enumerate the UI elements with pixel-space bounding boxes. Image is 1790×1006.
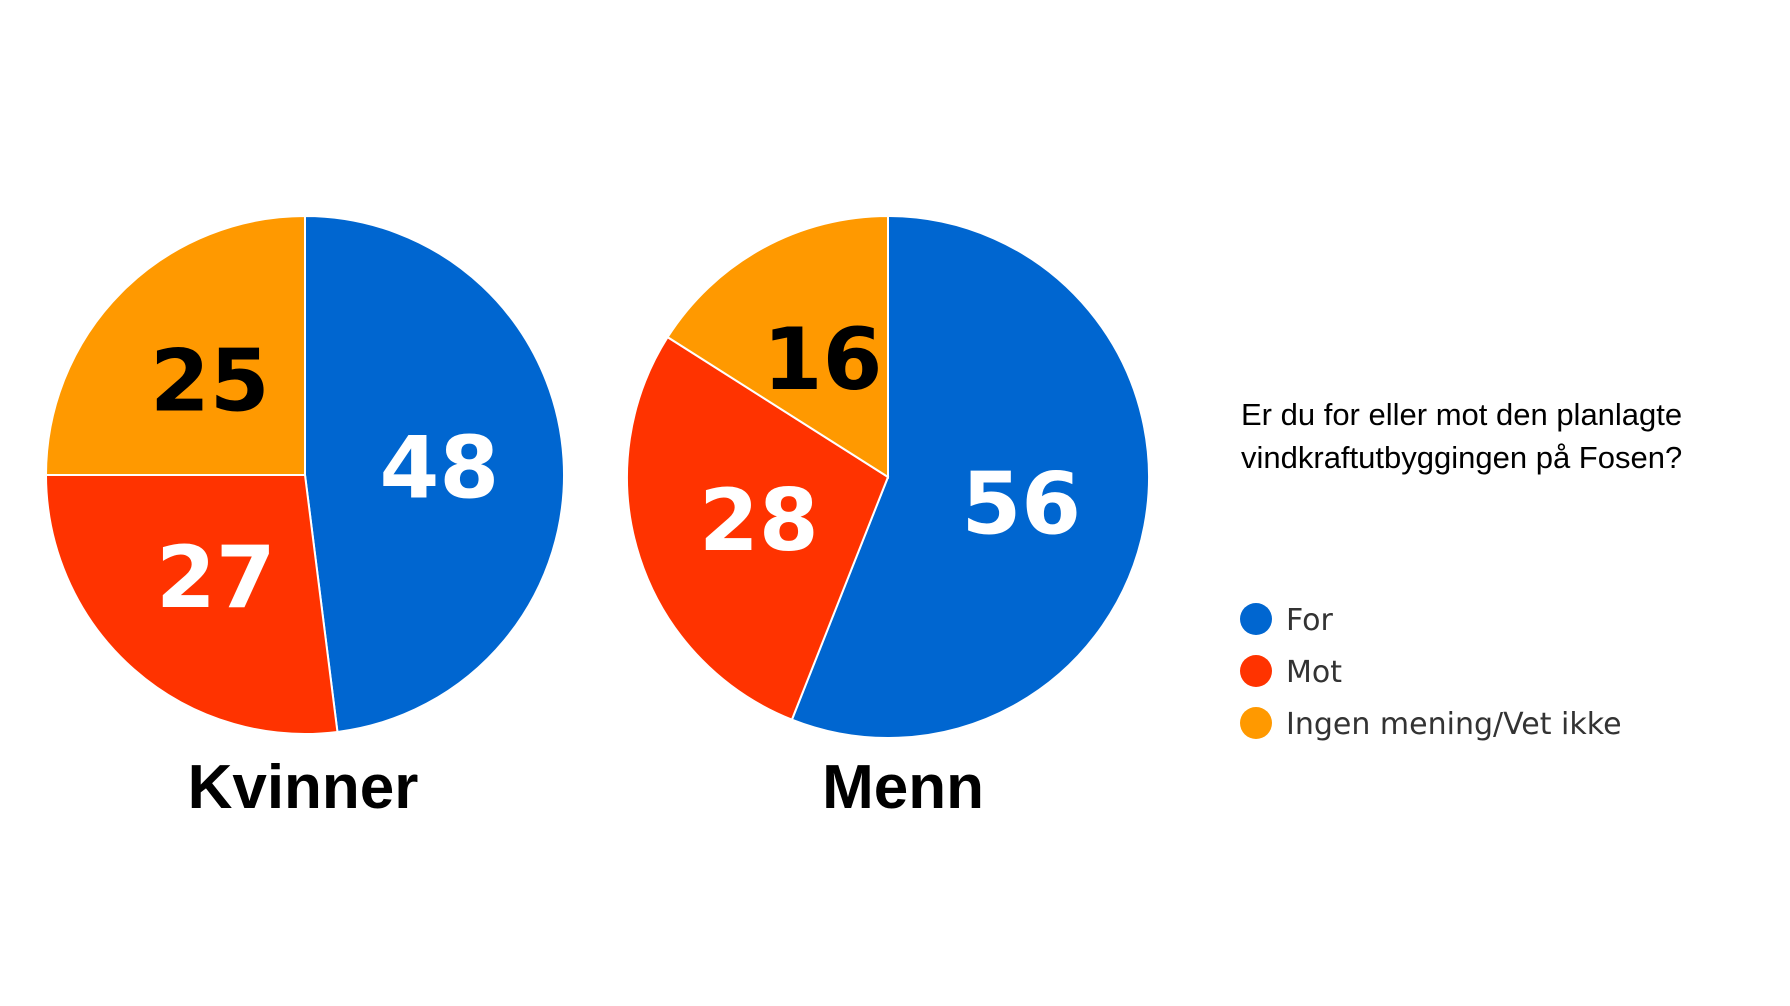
slice-label-kvinner-for: 48 [380, 419, 500, 519]
slice-label-menn-ingen-mening: 16 [763, 310, 883, 410]
slice-label-kvinner-mot: 27 [156, 528, 276, 628]
pie-title-kvinner: Kvinner [188, 753, 419, 822]
slice-menn-mot [626, 335, 890, 721]
legend-label-ingen-mening: Ingen mening/Vet ikke [1286, 707, 1622, 742]
slice-menn-ingen-mening [666, 214, 889, 479]
legend-swatch-for [1240, 603, 1272, 635]
legend-swatch-ingen-mening [1240, 707, 1272, 739]
slice-kvinner-ingen-mening [44, 214, 306, 476]
legend-swatch-mot [1240, 655, 1272, 687]
slice-label-menn-for: 56 [961, 454, 1081, 554]
legend-label-for: For [1286, 603, 1334, 638]
slice-label-kvinner-ingen-mening: 25 [150, 332, 270, 432]
question-line-1: Er du for eller mot den planlagte [1241, 397, 1682, 432]
slice-menn-for [790, 214, 1150, 739]
slice-label-menn-mot: 28 [699, 471, 819, 571]
slice-kvinner-mot [44, 474, 339, 735]
legend-label-mot: Mot [1286, 655, 1342, 690]
legend: For Mot Ingen mening/Vet ikke [1240, 603, 1622, 742]
pie-title-menn: Menn [822, 753, 984, 822]
question: Er du for eller mot den planlagte vindkr… [1241, 397, 1682, 475]
pie-titles: Kvinner Menn [188, 753, 984, 822]
question-line-2: vindkraftutbyggingen på Fosen? [1241, 440, 1682, 475]
pies: 48 27 25 56 28 16 [44, 214, 1150, 739]
slice-kvinner-for [304, 214, 565, 734]
